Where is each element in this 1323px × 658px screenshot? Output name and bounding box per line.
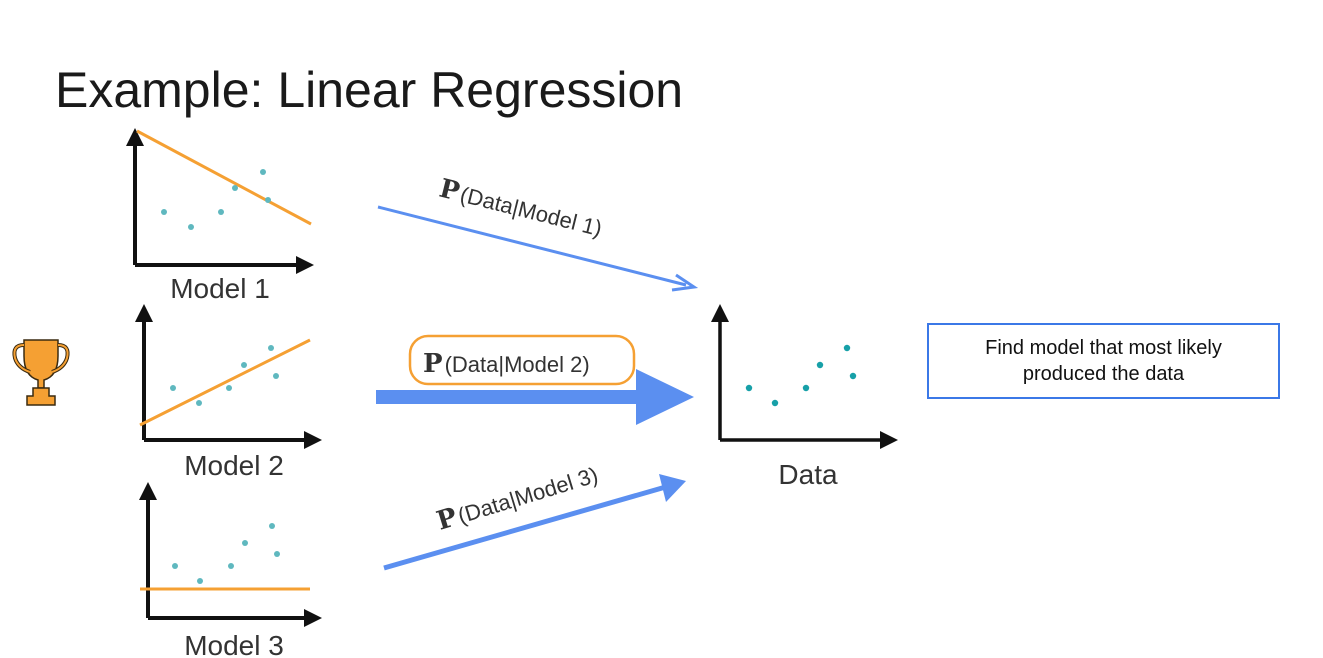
data-point xyxy=(274,551,280,557)
arrow-model-1-to-data: P(Data|Model 1) xyxy=(377,174,699,292)
arrow-model-3-to-data: P(Data|Model 3) xyxy=(383,459,686,571)
y-axis-arrowhead xyxy=(139,482,157,500)
model-2-plot: Model 2 xyxy=(135,304,322,481)
arrow-shaft xyxy=(383,481,677,571)
highlight-box xyxy=(408,334,636,386)
x-axis-arrowhead xyxy=(304,609,322,627)
data-point xyxy=(265,197,271,203)
data-point xyxy=(170,385,176,391)
y-axis-arrowhead xyxy=(711,304,729,322)
fit-line xyxy=(136,129,312,226)
svg-text:P(Data|Model 3): P(Data|Model 3) xyxy=(433,459,601,536)
model-2-label: Model 2 xyxy=(184,450,284,481)
probability-label-3: P(Data|Model 3) xyxy=(433,459,601,537)
x-axis-arrowhead xyxy=(296,256,314,274)
data-point xyxy=(228,563,234,569)
probability-expression: (Data|Model 2) xyxy=(445,352,590,377)
data-points xyxy=(170,345,279,406)
thick-arrow xyxy=(376,369,694,425)
data-point xyxy=(197,578,203,584)
probability-label-1: P(Data|Model 1) xyxy=(436,174,605,243)
model-1-label: Model 1 xyxy=(170,273,270,304)
fit-line xyxy=(139,338,311,427)
data-label: Data xyxy=(778,459,838,490)
data-point xyxy=(269,523,275,529)
probability-label-2: P(Data|Model 2) xyxy=(423,349,590,379)
data-points xyxy=(745,344,857,407)
data-point xyxy=(218,209,224,215)
probability-expression: (Data|Model 3) xyxy=(455,462,601,528)
data-point xyxy=(232,185,238,191)
arrow-shaft xyxy=(377,205,687,287)
data-point xyxy=(802,384,810,392)
data-point xyxy=(816,361,824,369)
data-point xyxy=(260,169,266,175)
arrow-head xyxy=(671,273,699,292)
callout-box: Find model that most likely produced the… xyxy=(927,323,1280,399)
data-point xyxy=(196,400,202,406)
trophy-icon xyxy=(12,339,70,406)
model-3-plot: Model 3 xyxy=(139,482,322,658)
data-point xyxy=(172,563,178,569)
model-1-plot: Model 1 xyxy=(126,128,314,304)
data-point xyxy=(273,373,279,379)
svg-text:P(Data|Model 1): P(Data|Model 1) xyxy=(436,174,605,243)
y-axis-arrowhead xyxy=(135,304,153,322)
model-3-label: Model 3 xyxy=(184,630,284,658)
callout-text: Find model that most likely produced the… xyxy=(985,337,1222,385)
data-plot: Data xyxy=(711,304,898,490)
data-point xyxy=(188,224,194,230)
data-point xyxy=(161,209,167,215)
data-point xyxy=(241,362,247,368)
slide-title: Example: Linear Regression xyxy=(55,62,683,118)
data-points xyxy=(172,523,280,584)
data-point xyxy=(268,345,274,351)
arrow-head xyxy=(659,474,686,502)
data-point xyxy=(771,399,779,407)
x-axis-arrowhead xyxy=(304,431,322,449)
data-point xyxy=(242,540,248,546)
data-point xyxy=(745,384,753,392)
data-point xyxy=(843,344,851,352)
data-points xyxy=(161,169,271,230)
data-point xyxy=(226,385,232,391)
probability-symbol: P xyxy=(423,349,443,379)
x-axis-arrowhead xyxy=(880,431,898,449)
y-axis-arrowhead xyxy=(126,128,144,146)
arrow-model-2-to-data: P(Data|Model 2) xyxy=(376,334,694,425)
data-point xyxy=(849,372,857,380)
